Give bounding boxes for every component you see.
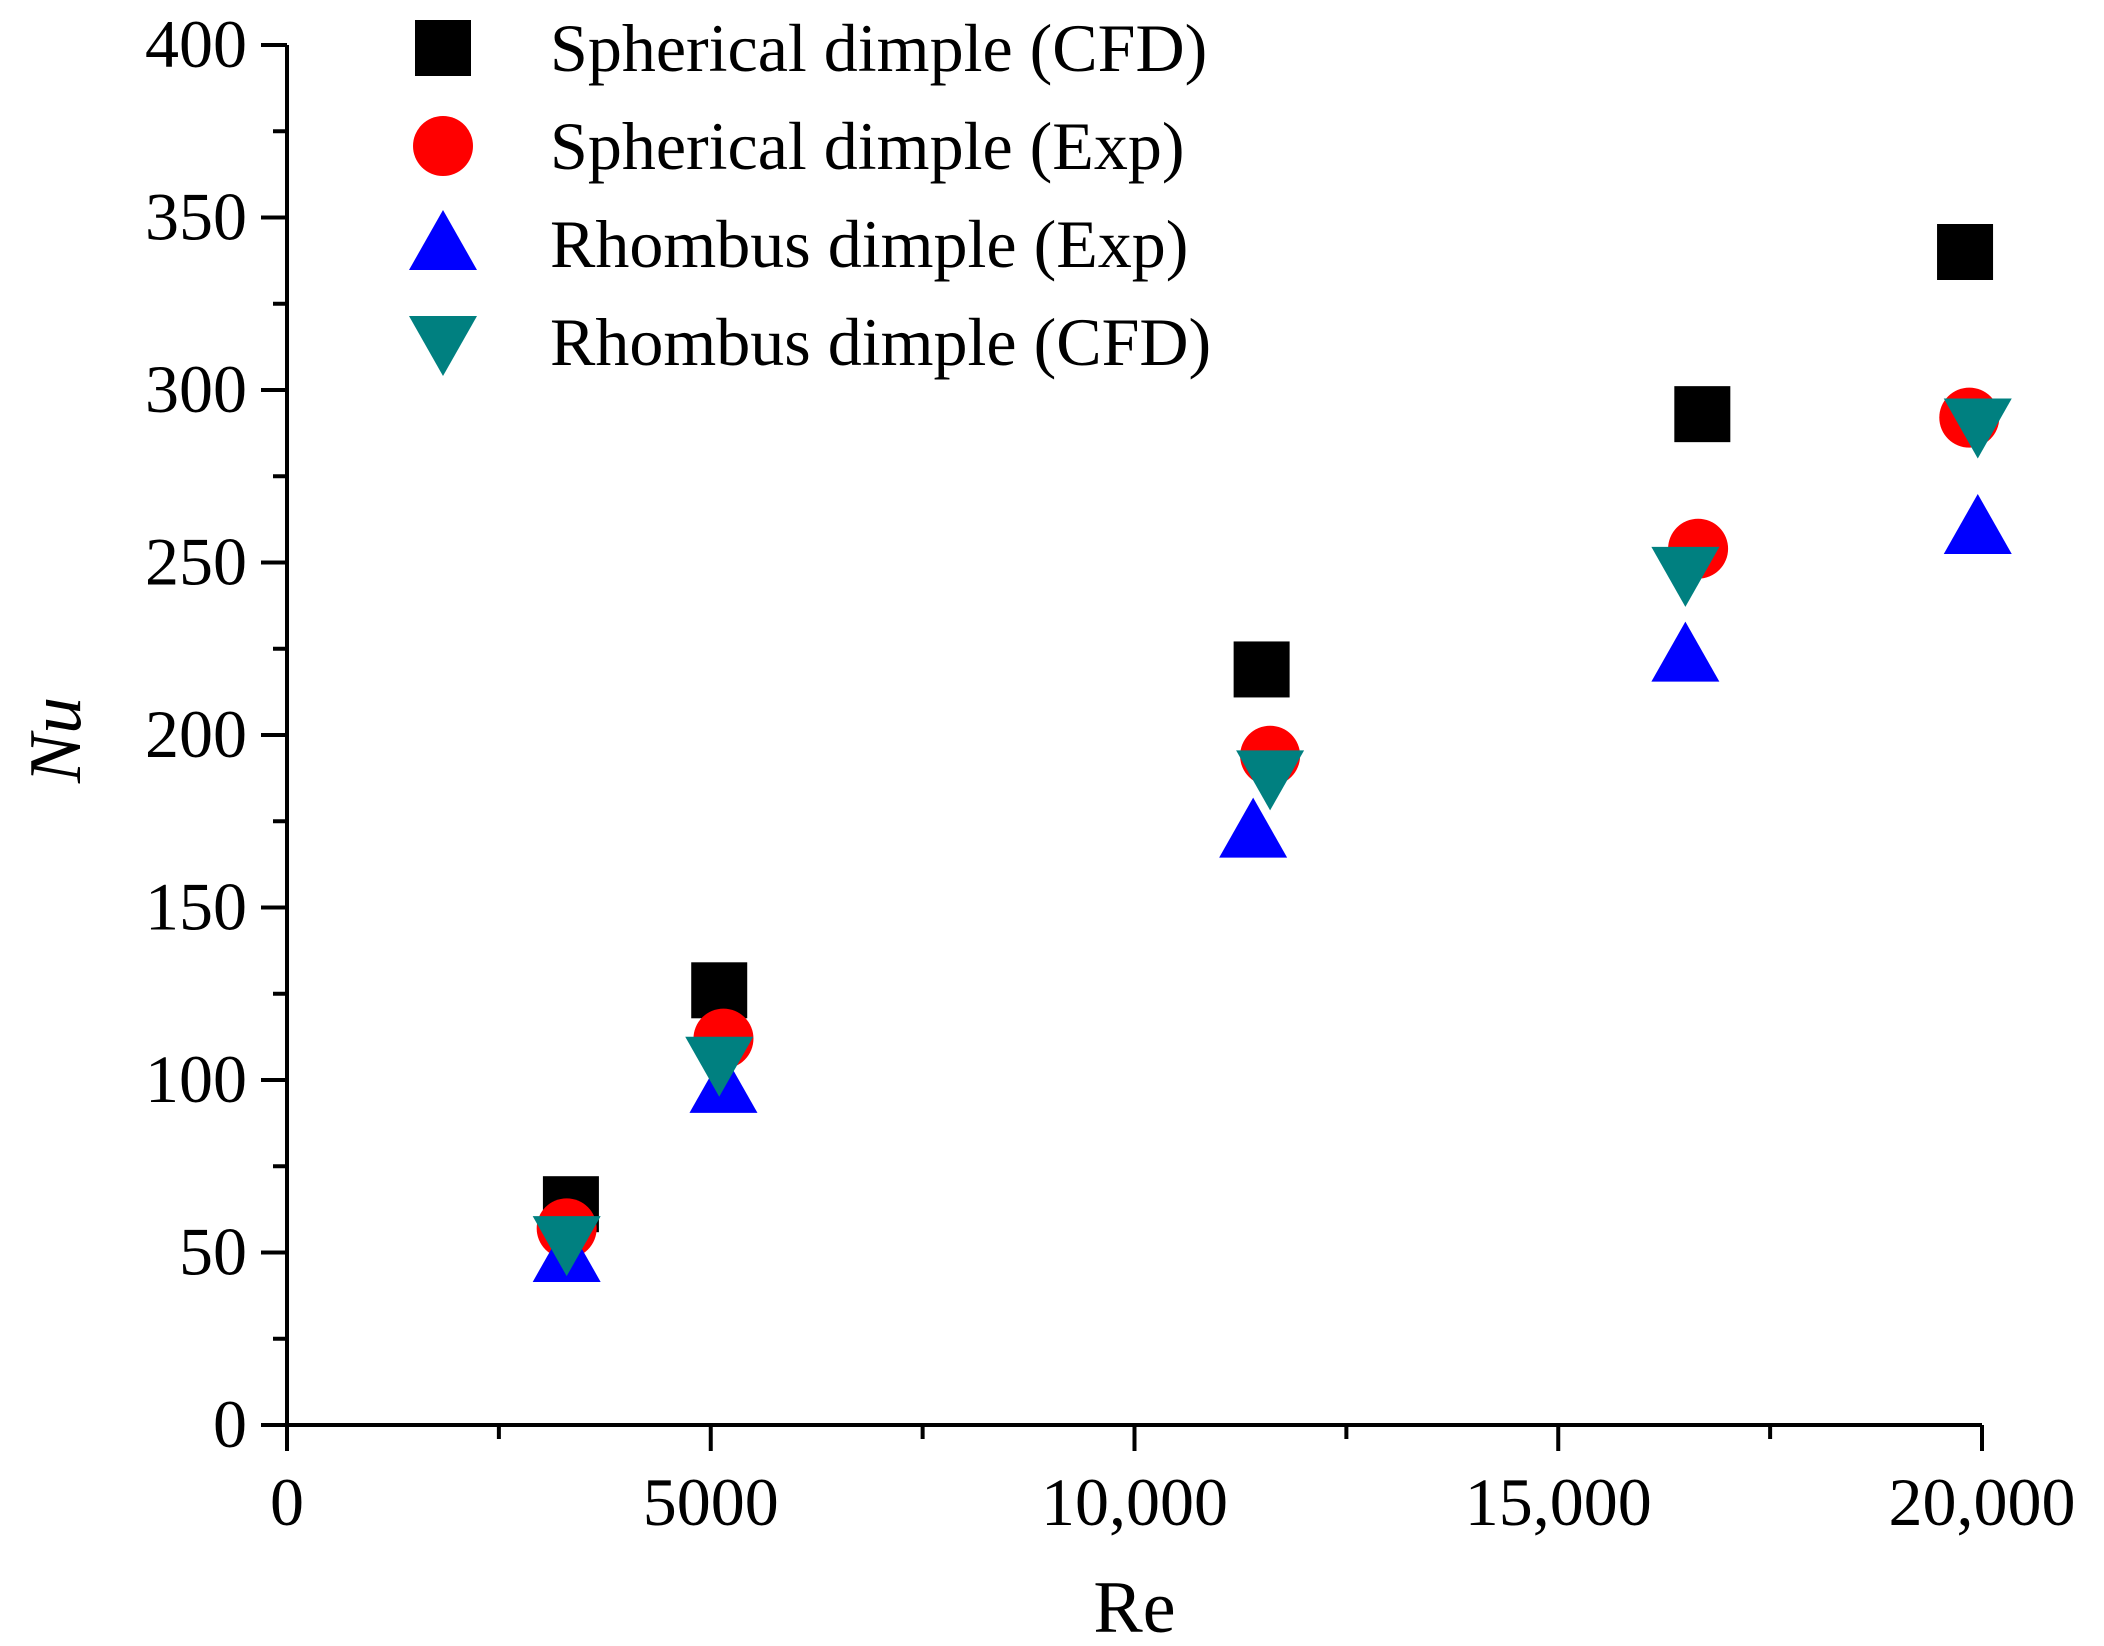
- legend: Spherical dimple (CFD) Spherical dimple (…: [409, 10, 1211, 380]
- y-tick-label: 400: [145, 6, 247, 82]
- data-point-series-0: [1233, 641, 1290, 698]
- legend-marker-series-1: [413, 116, 473, 176]
- legend-marker-series-2: [409, 210, 477, 270]
- y-tick-label: 150: [145, 869, 247, 945]
- data-point-series-3: [1651, 546, 1720, 607]
- legend-label: Spherical dimple (Exp): [550, 108, 1184, 184]
- ticks: 0 50 100 150 200 250 300 350 400 0 5000 10,000 15,00…: [145, 6, 2076, 1540]
- legend-label: Rhombus dimple (CFD): [550, 304, 1211, 380]
- x-tick-label: 0: [270, 1464, 304, 1540]
- legend-label: Rhombus dimple (Exp): [550, 206, 1188, 282]
- legend-label: Spherical dimple (CFD): [550, 10, 1207, 86]
- data-point-series-0: [1937, 224, 1994, 280]
- x-axis-title: Re: [1093, 1567, 1175, 1646]
- y-tick-label: 50: [179, 1214, 247, 1290]
- y-tick-label: 200: [145, 696, 247, 772]
- y-tick-label: 300: [145, 351, 247, 427]
- y-axis-title: Nu: [15, 697, 97, 784]
- data-point-series-3: [1236, 750, 1305, 811]
- x-tick-label: 10,000: [1041, 1464, 1228, 1540]
- data-point-series-2: [1651, 621, 1720, 682]
- data-point-series-3: [1943, 398, 2012, 459]
- axis-titles: Re Nu: [15, 697, 1176, 1646]
- y-tick-label: 250: [145, 524, 247, 600]
- y-tick-label: 0: [213, 1386, 247, 1462]
- y-tick-label: 350: [145, 179, 247, 255]
- x-tick-label: 15,000: [1465, 1464, 1652, 1540]
- legend-marker-series-0: [415, 20, 471, 76]
- y-tick-label: 100: [145, 1041, 247, 1117]
- x-tick-label: 20,000: [1889, 1464, 2076, 1540]
- data-point-series-2: [1219, 797, 1288, 858]
- data-point-series-3: [532, 1216, 601, 1277]
- data-point-series-2: [1943, 494, 2012, 554]
- legend-marker-series-3: [409, 316, 477, 376]
- data-point-series-0: [1674, 386, 1731, 443]
- data-points: [532, 224, 2012, 1282]
- x-tick-label: 5000: [643, 1464, 779, 1540]
- data-point-series-3: [685, 1036, 754, 1097]
